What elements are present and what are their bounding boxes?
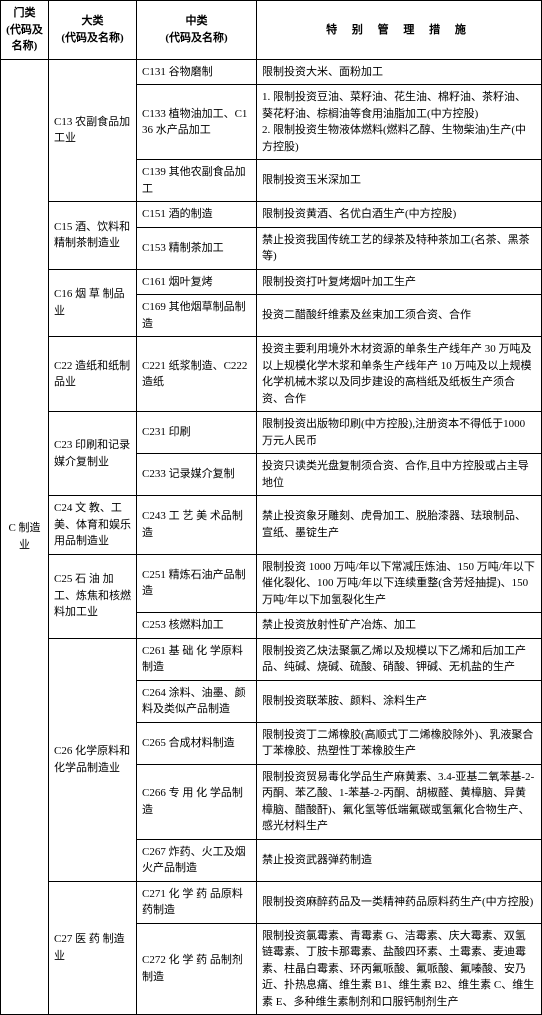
medium-category-cell: C251 精炼石油产品制造 (137, 554, 257, 613)
major-category-cell: C26 化学原料和化学品制造业 (49, 638, 137, 881)
measures-cell: 限制投资丁二烯橡胶(高顺式丁二烯橡胶除外)、乳液聚合丁苯橡胶、热塑性丁苯橡胶生产 (257, 722, 542, 764)
table-row: C25 石 油 加工、炼焦和核燃料加工业C251 精炼石油产品制造限制投资 10… (1, 554, 542, 613)
header-major: 大类(代码及名称) (49, 1, 137, 60)
medium-category-cell: C253 核燃料加工 (137, 613, 257, 639)
major-category-cell: C13 农副食品加工业 (49, 59, 137, 202)
medium-category-cell: C139 其他农副食品加工 (137, 160, 257, 202)
major-category-cell: C16 烟 草 制品业 (49, 269, 137, 337)
table-row: C23 印刷和记录媒介复制业C231 印刷限制投资出版物印刷(中方控股),注册资… (1, 412, 542, 454)
medium-category-cell: C221 纸浆制造、C222 造纸 (137, 337, 257, 412)
measures-cell: 限制投资 1000 万吨/年以下常减压炼油、150 万吨/年以下催化裂化、100… (257, 554, 542, 613)
major-category-cell: C22 造纸和纸制品业 (49, 337, 137, 412)
header-category: 门类(代码及名称) (1, 1, 49, 60)
major-category-cell: C24 文 教、工美、体育和娱乐用品制造业 (49, 496, 137, 555)
measures-cell: 禁止投资放射性矿产冶炼、加工 (257, 613, 542, 639)
medium-category-cell: C169 其他烟草制品制造 (137, 295, 257, 337)
medium-category-cell: C271 化 学 药 品原料药制造 (137, 881, 257, 923)
medium-category-cell: C133 植物油加工、C136 水产品加工 (137, 85, 257, 160)
medium-category-cell: C131 谷物磨制 (137, 59, 257, 85)
measures-cell: 限制投资玉米深加工 (257, 160, 542, 202)
medium-category-cell: C265 合成材料制造 (137, 722, 257, 764)
table-row: C15 酒、饮料和精制茶制造业C151 酒的制造限制投资黄酒、名优白酒生产(中方… (1, 202, 542, 228)
measures-cell: 限制投资大米、面粉加工 (257, 59, 542, 85)
measures-cell: 1. 限制投资豆油、菜籽油、花生油、棉籽油、茶籽油、葵花籽油、棕榈油等食用油脂加… (257, 85, 542, 160)
table-row: C27 医 药 制造业C271 化 学 药 品原料药制造限制投资麻醉药品及一类精… (1, 881, 542, 923)
medium-category-cell: C264 涂料、油墨、颜料及类似产品制造 (137, 680, 257, 722)
measures-cell: 禁止投资武器弹药制造 (257, 839, 542, 881)
category-cell: C 制造业 (1, 59, 49, 1015)
measures-cell: 限制投资乙炔法聚氯乙烯以及规模以下乙烯和后加工产品、纯碱、烧碱、硫酸、硝酸、钾碱… (257, 638, 542, 680)
medium-category-cell: C161 烟叶复烤 (137, 269, 257, 295)
measures-cell: 投资二醋酸纤维素及丝束加工须合资、合作 (257, 295, 542, 337)
major-category-cell: C27 医 药 制造业 (49, 881, 137, 1015)
medium-category-cell: C261 基 础 化 学原料制造 (137, 638, 257, 680)
medium-category-cell: C266 专 用 化 学品制造 (137, 764, 257, 839)
measures-cell: 限制投资贸易毒化学品生产麻黄素、3.4-亚基二氧苯基-2-丙酮、苯乙酸、1-苯基… (257, 764, 542, 839)
major-category-cell: C23 印刷和记录媒介复制业 (49, 412, 137, 496)
medium-category-cell: C153 精制茶加工 (137, 227, 257, 269)
measures-cell: 限制投资出版物印刷(中方控股),注册资本不得低于1000 万元人民币 (257, 412, 542, 454)
medium-category-cell: C272 化 学 药 品制剂制造 (137, 923, 257, 1015)
measures-cell: 限制投资黄酒、名优白酒生产(中方控股) (257, 202, 542, 228)
major-category-cell: C15 酒、饮料和精制茶制造业 (49, 202, 137, 270)
measures-cell: 限制投资打叶复烤烟叶加工生产 (257, 269, 542, 295)
table-row: C22 造纸和纸制品业C221 纸浆制造、C222 造纸投资主要利用境外木材资源… (1, 337, 542, 412)
medium-category-cell: C267 炸药、火工及烟火产品制造 (137, 839, 257, 881)
medium-category-cell: C233 记录媒介复制 (137, 454, 257, 496)
major-category-cell: C25 石 油 加工、炼焦和核燃料加工业 (49, 554, 137, 638)
measures-cell: 投资只读类光盘复制须合资、合作,且中方控股或占主导地位 (257, 454, 542, 496)
measures-cell: 限制投资麻醉药品及一类精神药品原料药生产(中方控股) (257, 881, 542, 923)
header-row: 门类(代码及名称) 大类(代码及名称) 中类(代码及名称) 特 别 管 理 措 … (1, 1, 542, 60)
table-row: C24 文 教、工美、体育和娱乐用品制造业C243 工 艺 美 术品制造禁止投资… (1, 496, 542, 555)
table-row: C 制造业C13 农副食品加工业C131 谷物磨制限制投资大米、面粉加工 (1, 59, 542, 85)
measures-cell: 禁止投资我国传统工艺的绿茶及特种茶加工(名茶、黑茶等) (257, 227, 542, 269)
measures-cell: 禁止投资象牙雕刻、虎骨加工、脱胎漆器、珐琅制品、宣纸、墨锭生产 (257, 496, 542, 555)
measures-cell: 限制投资氯霉素、青霉素 G、洁霉素、庆大霉素、双氢链霉素、丁胺卡那霉素、盐酸四环… (257, 923, 542, 1015)
header-medium: 中类(代码及名称) (137, 1, 257, 60)
medium-category-cell: C231 印刷 (137, 412, 257, 454)
table-row: C16 烟 草 制品业C161 烟叶复烤限制投资打叶复烤烟叶加工生产 (1, 269, 542, 295)
medium-category-cell: C243 工 艺 美 术品制造 (137, 496, 257, 555)
table-row: C26 化学原料和化学品制造业C261 基 础 化 学原料制造限制投资乙炔法聚氯… (1, 638, 542, 680)
header-measures: 特 别 管 理 措 施 (257, 1, 542, 60)
measures-cell: 投资主要利用境外木材资源的单条生产线年产 30 万吨及以上规模化学木浆和单条生产… (257, 337, 542, 412)
medium-category-cell: C151 酒的制造 (137, 202, 257, 228)
measures-cell: 限制投资联苯胺、颜料、涂料生产 (257, 680, 542, 722)
